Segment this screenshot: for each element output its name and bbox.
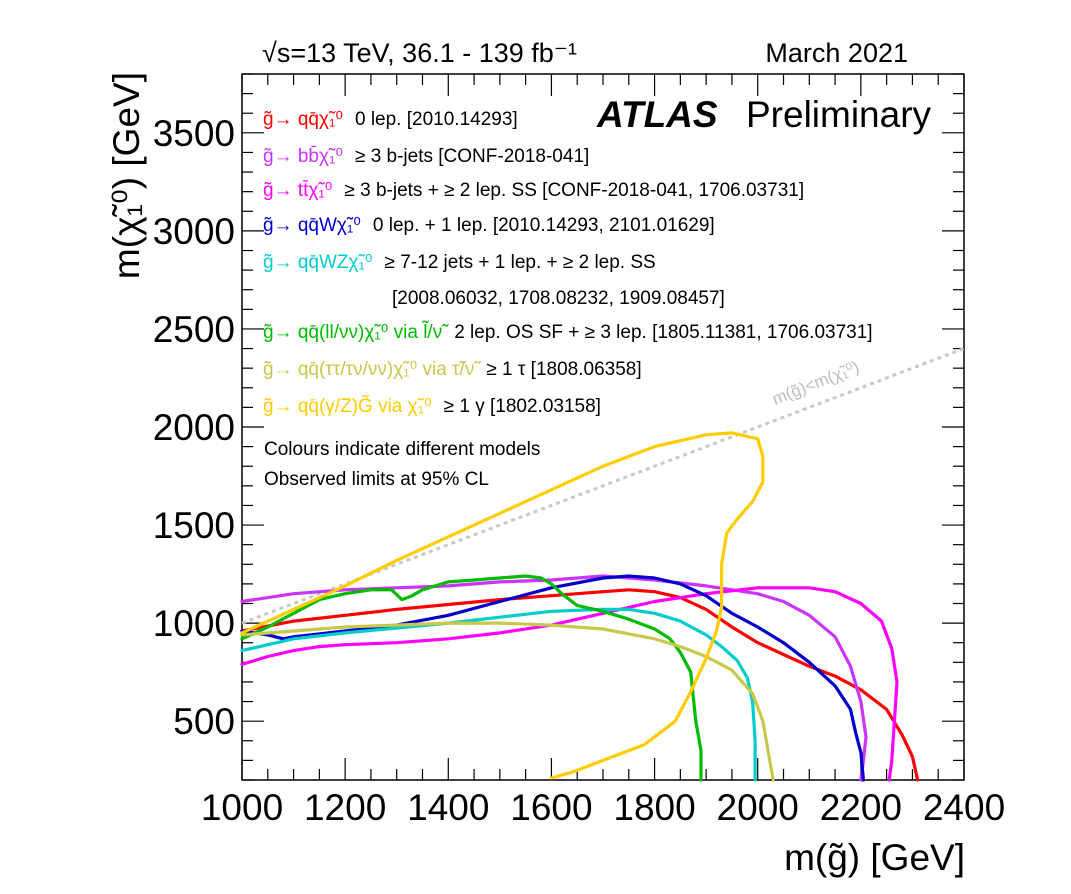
legend-entry-7: g̃→ qq̄(γ/Z)G̃ via χ̃₁⁰ ≥ 1 γ [1802.03158…	[263, 395, 601, 417]
y-tick-label-500: 500	[173, 701, 235, 742]
x-tick-labels: 1000 1200 1400 1600 1800 2000 2200 2400	[201, 787, 1005, 828]
x-tick-label-2200: 2200	[820, 787, 902, 828]
y-tick-label-2500: 2500	[153, 309, 235, 350]
legend-entry-2: g̃→ tt̄χ̃₁⁰ ≥ 3 b-jets + ≥ 2 lep. SS [CON…	[263, 180, 804, 201]
note-observed: Observed limits at 95% CL	[264, 469, 489, 490]
x-tick-label-2400: 2400	[923, 787, 1005, 828]
x-tick-label-1200: 1200	[304, 787, 386, 828]
legend-model-3: g̃→ qq̄Wχ̃₁⁰	[263, 215, 361, 236]
x-tick-label-1600: 1600	[510, 787, 592, 828]
legend-model-5: g̃→ qq̄(ll/νν)χ̃₁⁰ via l̃/ν̃	[263, 320, 449, 343]
y-tick-labels: 500 1000 1500 2000 2500 3000 3500	[153, 113, 235, 742]
legend-entry-5: g̃→ qq̄(ll/νν)χ̃₁⁰ via l̃/ν̃ 2 lep. OS SF…	[263, 320, 873, 343]
date-label: March 2021	[765, 38, 908, 68]
exclusion-curve-2	[240, 586, 899, 782]
exclusion-curve-3	[240, 574, 866, 782]
experiment-name: ATLAS	[596, 94, 718, 135]
legend-desc-0: 0 lep. [2010.14293]	[355, 109, 518, 130]
exclusion-curve-6	[240, 621, 775, 782]
exclusion-curve-1	[240, 574, 868, 782]
legend-entry-0: g̃→ qq̄χ̃₁⁰ 0 lep. [2010.14293]	[263, 109, 518, 130]
legend-model-4: g̃→ qq̄WZχ̃₁⁰	[263, 252, 373, 273]
exclusion-curve-5	[240, 574, 703, 782]
y-tick-label-2000: 2000	[153, 407, 235, 448]
legend-entry-1: g̃→ bb̄χ̃₁⁰ ≥ 3 b-jets [CONF-2018-041]	[263, 146, 589, 167]
legend-desc-4: ≥ 7-12 jets + 1 lep. + ≥ 2 lep. SS	[385, 252, 656, 273]
legend: g̃→ qq̄χ̃₁⁰ 0 lep. [2010.14293] g̃→ bb̄χ̃…	[263, 109, 873, 490]
legend-desc-6: ≥ 1 τ [1808.06358]	[486, 359, 641, 380]
energy-lumi-label: √s=13 TeV, 36.1 - 139 fb⁻¹	[262, 38, 577, 68]
legend-entry-4: g̃→ qq̄WZχ̃₁⁰ ≥ 7-12 jets + 1 lep. + ≥ 2 …	[263, 252, 656, 273]
y-axis-title: m(χ̃₁⁰) [GeV]	[106, 72, 147, 279]
x-tick-label-1400: 1400	[407, 787, 489, 828]
exclusion-curve-7	[240, 431, 765, 780]
legend-desc-7: ≥ 1 γ [1802.03158]	[444, 396, 601, 417]
legend-model-2: g̃→ tt̄χ̃₁⁰	[263, 180, 332, 201]
note-colours: Colours indicate different models	[264, 439, 540, 460]
plot-frame	[241, 73, 965, 781]
y-tick-label-3000: 3000	[153, 211, 235, 252]
y-tick-label-3500: 3500	[153, 113, 235, 154]
experiment-status: Preliminary	[746, 94, 932, 135]
legend-model-1: g̃→ bb̄χ̃₁⁰	[263, 146, 343, 167]
legend-desc-4-refs: [2008.06032, 1708.08232, 1909.08457]	[392, 288, 725, 309]
x-tick-label-2000: 2000	[717, 787, 799, 828]
legend-model-6: g̃→ qq̄(ττ/τν/νν)χ̃₁⁰ via τ̃/ν̃	[263, 359, 481, 380]
x-tick-label-1000: 1000	[201, 787, 283, 828]
legend-model-7: g̃→ qq̄(γ/Z)G̃ via χ̃₁⁰	[263, 395, 432, 417]
legend-desc-2: ≥ 3 b-jets + ≥ 2 lep. SS [CONF-2018-041,…	[344, 180, 804, 201]
legend-desc-5: 2 lep. OS SF + ≥ 3 lep. [1805.11381, 170…	[454, 322, 872, 343]
x-tick-label-1800: 1800	[613, 787, 695, 828]
legend-model-0: g̃→ qq̄χ̃₁⁰	[263, 109, 343, 130]
exclusion-curve-0	[240, 588, 920, 782]
x-axis-title: m(g̃) [GeV]	[784, 837, 965, 878]
exclusion-curves	[240, 431, 920, 782]
legend-entry-3: g̃→ qq̄Wχ̃₁⁰ 0 lep. + 1 lep. [2010.14293,…	[263, 215, 715, 236]
y-tick-label-1000: 1000	[153, 603, 235, 644]
exclusion-curve-4	[240, 607, 757, 782]
legend-desc-1: ≥ 3 b-jets [CONF-2018-041]	[355, 146, 589, 167]
legend-entry-6: g̃→ qq̄(ττ/τν/νν)χ̃₁⁰ via τ̃/ν̃ ≥ 1 τ [18…	[263, 359, 642, 380]
y-tick-label-1500: 1500	[153, 505, 235, 546]
legend-desc-3: 0 lep. + 1 lep. [2010.14293, 2101.01629]	[373, 215, 715, 236]
